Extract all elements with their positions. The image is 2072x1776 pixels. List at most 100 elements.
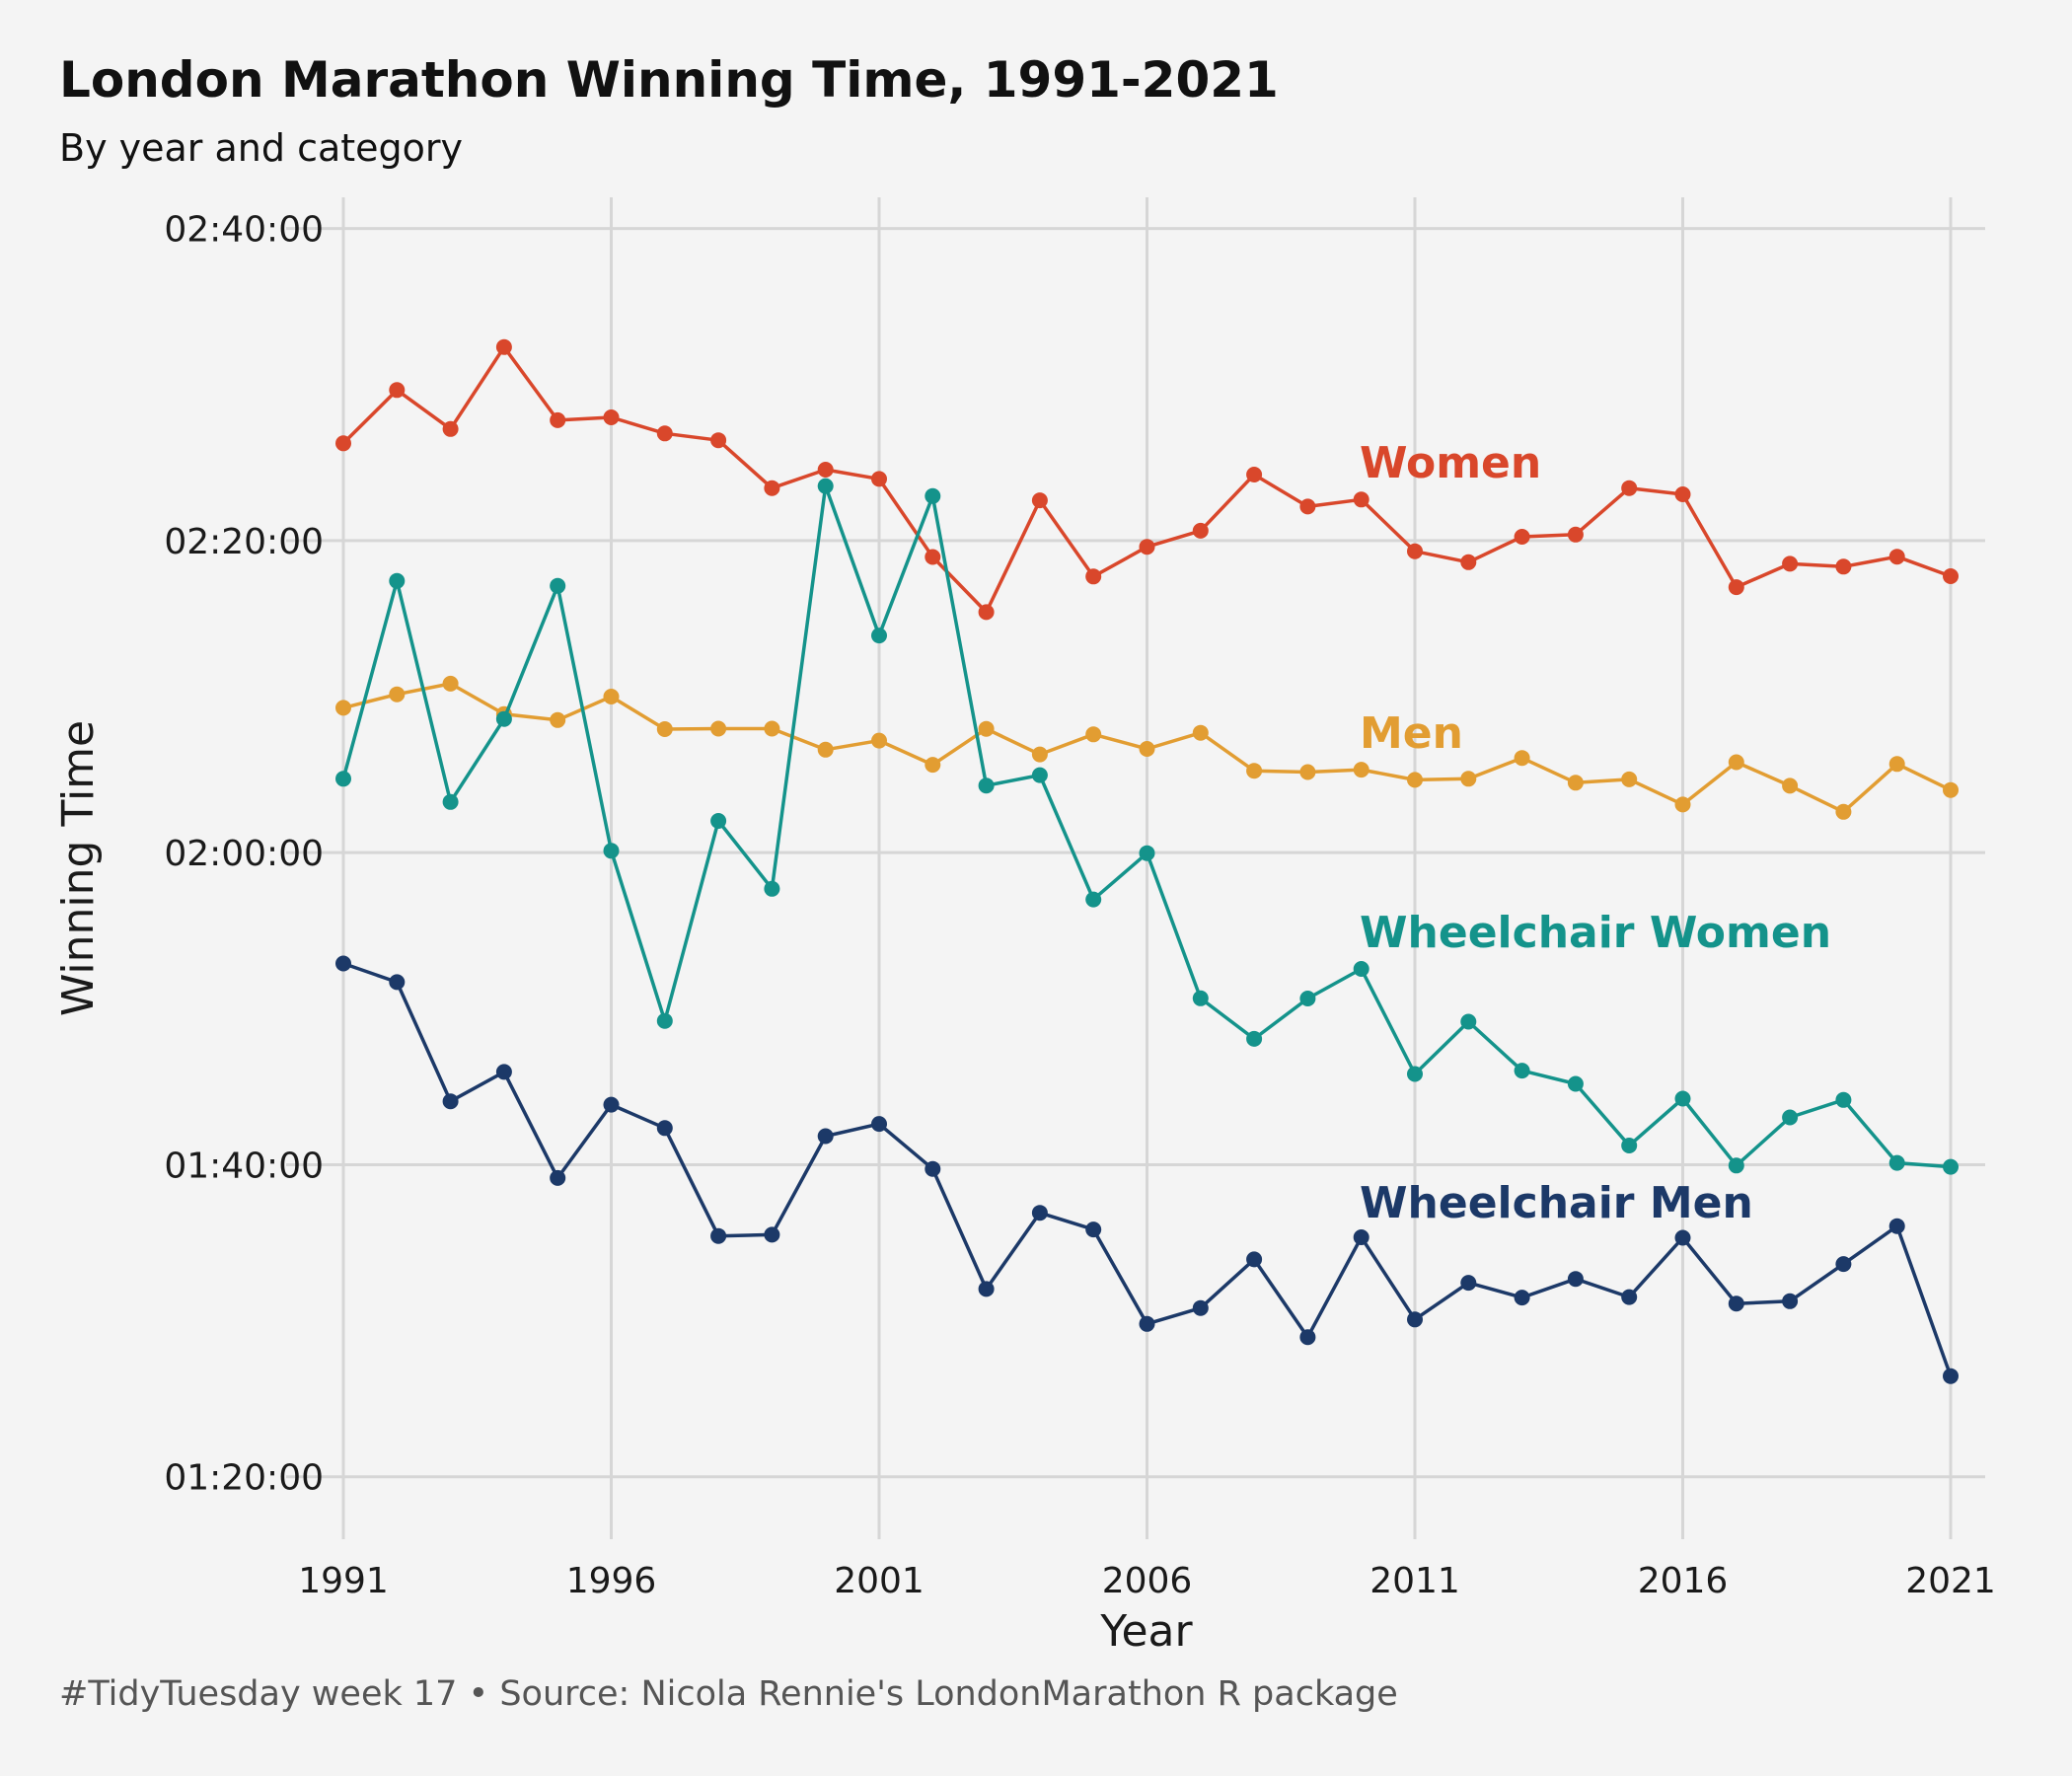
x-tick-label: 2016 — [1638, 1561, 1729, 1601]
data-point-women — [1728, 579, 1744, 596]
data-point-wheelchair-women — [1299, 991, 1316, 1006]
data-point-wheelchair-women — [1192, 990, 1209, 1006]
data-point-men — [1674, 796, 1691, 813]
data-point-wheelchair-women — [1139, 845, 1155, 861]
data-point-wheelchair-women — [1567, 1075, 1584, 1092]
data-point-wheelchair-women — [1835, 1091, 1852, 1108]
x-tick-label: 2006 — [1102, 1561, 1193, 1601]
x-axis-title: Year — [1099, 1606, 1193, 1657]
data-point-wheelchair-women — [1943, 1158, 1959, 1175]
data-point-women — [1621, 480, 1638, 496]
data-point-wheelchair-men — [1353, 1229, 1369, 1245]
data-point-men — [603, 689, 620, 704]
data-point-men — [1567, 775, 1584, 791]
data-point-women — [1943, 568, 1959, 584]
data-point-men — [1835, 803, 1852, 820]
data-point-women — [1782, 555, 1799, 572]
y-tick-label: 02:00:00 — [164, 834, 324, 874]
data-point-wheelchair-women — [1888, 1154, 1905, 1171]
axis-ticks: 1991 1996 2001 2006 2011 2016 2021 01:20:00 01:4… — [164, 210, 1996, 1601]
data-point-wheelchair-women — [1031, 767, 1048, 783]
data-point-wheelchair-men — [603, 1096, 620, 1113]
data-point-women — [1460, 554, 1477, 570]
data-point-men — [1139, 741, 1155, 757]
data-point-men — [1246, 763, 1263, 779]
data-point-men — [1085, 726, 1102, 743]
series-wheelchair-men — [335, 955, 1959, 1384]
series-labels: Women Men Wheelchair Women Wheelchair Men — [1360, 438, 1831, 1228]
series-lines — [335, 338, 1959, 1384]
data-point-men — [764, 720, 780, 737]
data-point-wheelchair-men — [1621, 1289, 1638, 1305]
x-tick-label: 1991 — [298, 1561, 389, 1601]
data-point-men — [656, 721, 673, 737]
data-point-wheelchair-women — [1674, 1090, 1691, 1107]
data-point-wheelchair-men — [871, 1116, 887, 1133]
data-point-wheelchair-men — [1514, 1290, 1530, 1306]
data-point-men — [1460, 771, 1477, 787]
data-point-wheelchair-women — [1621, 1138, 1638, 1153]
data-point-men — [1782, 777, 1799, 794]
data-point-wheelchair-women — [871, 628, 887, 644]
data-point-women — [495, 338, 512, 355]
data-point-wheelchair-women — [1728, 1157, 1744, 1174]
data-point-women — [442, 420, 459, 437]
data-point-women — [764, 480, 780, 496]
series-men — [335, 675, 1959, 820]
data-point-wheelchair-men — [764, 1226, 780, 1243]
y-tick-label: 01:40:00 — [164, 1146, 324, 1186]
data-point-women — [656, 425, 673, 442]
data-point-men — [1514, 750, 1530, 767]
data-point-wheelchair-women — [389, 572, 406, 589]
data-point-wheelchair-women — [817, 478, 834, 494]
data-point-wheelchair-men — [925, 1160, 941, 1177]
data-point-wheelchair-men — [1407, 1311, 1423, 1328]
data-point-wheelchair-men — [1085, 1221, 1102, 1238]
data-point-men — [1353, 762, 1369, 778]
data-point-wheelchair-women — [1782, 1109, 1799, 1126]
data-point-wheelchair-women — [550, 577, 566, 594]
data-point-wheelchair-women — [1514, 1063, 1530, 1079]
data-point-wheelchair-women — [764, 880, 780, 897]
y-tick-label: 02:20:00 — [164, 522, 324, 562]
data-point-men — [817, 741, 834, 758]
data-point-wheelchair-women — [1407, 1066, 1423, 1082]
series-wheelchair-women — [335, 478, 1959, 1175]
data-point-women — [710, 432, 727, 449]
y-axis-title: Winning Time — [53, 720, 104, 1016]
data-point-men — [1888, 756, 1905, 773]
grid-lines — [286, 197, 1985, 1539]
data-point-wheelchair-men — [1031, 1205, 1048, 1221]
data-point-wheelchair-women — [978, 777, 995, 794]
data-point-wheelchair-women — [1246, 1030, 1263, 1047]
x-tick-label: 2001 — [834, 1561, 925, 1601]
data-point-women — [817, 462, 834, 478]
data-point-men — [1299, 764, 1316, 780]
data-point-wheelchair-men — [656, 1120, 673, 1137]
chart-title: London Marathon Winning Time, 1991-2021 — [59, 51, 1279, 109]
x-tick-label: 2011 — [1369, 1561, 1460, 1601]
data-point-women — [1514, 529, 1530, 545]
data-point-wheelchair-men — [1246, 1251, 1263, 1268]
y-tick-label: 01:20:00 — [164, 1458, 324, 1499]
data-point-wheelchair-women — [442, 793, 459, 810]
data-point-wheelchair-men — [710, 1227, 727, 1244]
series-label-wheelchair-women: Wheelchair Women — [1360, 908, 1831, 958]
data-point-men — [871, 732, 887, 749]
data-point-men — [1031, 746, 1048, 763]
data-point-men — [1728, 754, 1744, 771]
data-point-men — [1407, 772, 1423, 788]
data-point-women — [1192, 522, 1209, 539]
data-point-wheelchair-women — [710, 813, 727, 829]
data-point-men — [978, 720, 995, 737]
data-point-wheelchair-women — [603, 843, 620, 859]
series-label-men: Men — [1360, 708, 1463, 759]
data-point-wheelchair-men — [389, 974, 406, 991]
data-point-wheelchair-men — [1299, 1329, 1316, 1346]
chart-subtitle: By year and category — [59, 126, 464, 170]
data-point-women — [1299, 498, 1316, 515]
data-point-women — [1567, 526, 1584, 543]
data-point-women — [1674, 486, 1691, 502]
data-point-wheelchair-women — [925, 487, 941, 504]
